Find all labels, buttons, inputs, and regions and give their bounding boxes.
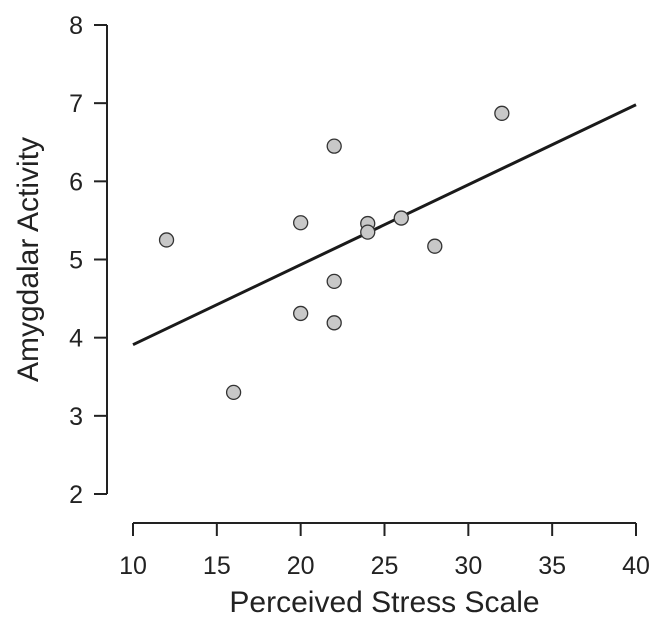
x-axis: 10 15 20 25 30 35 40 [119, 522, 650, 580]
data-point [225, 384, 242, 401]
x-tick-label: 10 [119, 552, 147, 580]
x-tick-label: 25 [371, 552, 399, 580]
y-axis: 2 3 4 5 6 7 8 [69, 12, 108, 509]
x-tick-label: 35 [538, 552, 566, 580]
y-axis-title: Amygdalar Activity [12, 137, 45, 382]
y-tick-label: 8 [69, 12, 83, 40]
y-tick-label: 4 [69, 325, 83, 353]
x-tick-label: 20 [287, 552, 315, 580]
data-point [326, 273, 342, 290]
regression-line [132, 103, 637, 347]
data-point [360, 224, 376, 240]
y-tick-label: 6 [69, 168, 83, 196]
x-tick-label: 15 [203, 552, 231, 580]
data-point [326, 138, 342, 154]
data-points [158, 105, 510, 401]
y-tick-label: 7 [69, 90, 83, 118]
data-point [158, 232, 175, 248]
y-tick-label: 3 [69, 403, 83, 431]
data-point [326, 315, 342, 331]
y-tick-label: 5 [69, 247, 83, 275]
data-point [494, 105, 510, 121]
data-point [293, 215, 309, 231]
data-point [427, 238, 443, 254]
x-tick-label: 30 [454, 552, 482, 580]
data-point [393, 210, 409, 226]
x-axis-title: Perceived Stress Scale [229, 586, 539, 618]
y-tick-label: 2 [69, 481, 83, 509]
data-point [293, 305, 309, 322]
x-tick-label: 40 [622, 552, 650, 580]
